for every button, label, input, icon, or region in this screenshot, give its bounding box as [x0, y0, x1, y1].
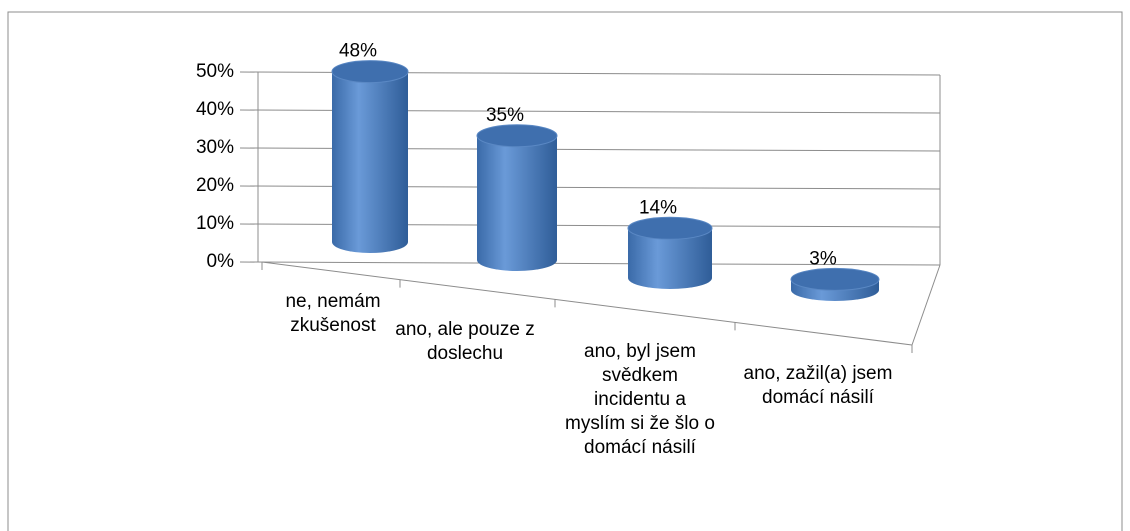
y-tick-label: 40%: [196, 99, 234, 120]
x-tick-label: ano, byl jsem svědkem incidentu a myslím…: [565, 341, 715, 458]
y-tick-label: 30%: [196, 137, 234, 158]
data-label: 14%: [639, 197, 677, 218]
y-tick-label: 20%: [196, 175, 234, 196]
chart-border: [7, 11, 1123, 531]
floor-edge: [911, 264, 941, 346]
bar: [790, 267, 880, 301]
y-tick-label: 10%: [196, 213, 234, 234]
floor-edge: [261, 261, 913, 346]
data-label: 35%: [486, 105, 524, 126]
data-label: 3%: [809, 248, 837, 269]
data-label: 48%: [339, 41, 377, 62]
bar: [627, 216, 713, 289]
bar: [331, 60, 409, 253]
x-tick-label: ano, ale pouze z doslechu: [395, 319, 535, 364]
x-tick-label: ne, nemám zkušenost: [285, 291, 381, 336]
grid-line: [239, 261, 941, 266]
bar: [476, 124, 558, 271]
x-tick-label: ano, zažil(a) jsem domácí násilí: [743, 363, 893, 408]
y-tick-label: 0%: [207, 251, 235, 272]
y-tick-label: 50%: [196, 61, 234, 82]
